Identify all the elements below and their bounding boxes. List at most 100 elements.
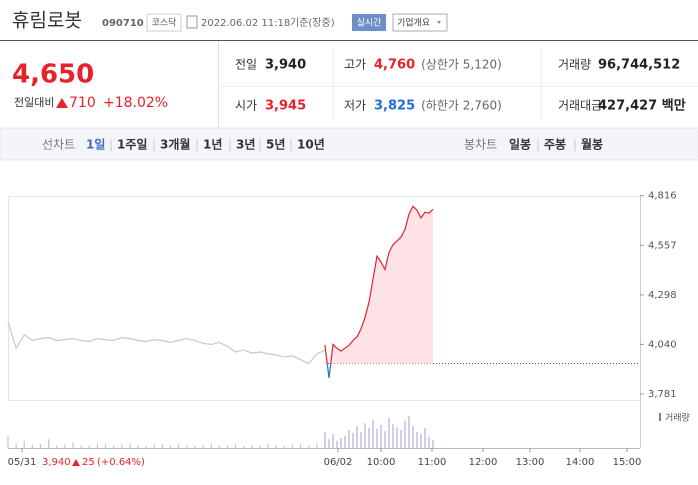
- company-info[interactable]: 기업개요: [397, 18, 430, 29]
- volume-bar: [392, 424, 394, 448]
- x-tick-label: 06/02: [324, 457, 353, 468]
- volume-bar: [31, 444, 33, 448]
- realtime[interactable]: 실시간: [357, 18, 382, 29]
- change-pct: +18.02%: [103, 95, 168, 111]
- volume-bar: [300, 444, 302, 448]
- tab[interactable]: 주봉: [544, 138, 566, 152]
- tab[interactable]: 10년: [297, 138, 325, 152]
- volume-bar: [137, 445, 139, 448]
- volume-bar: [308, 445, 310, 448]
- volume-bar: [364, 423, 366, 448]
- volume-bar: [275, 445, 277, 448]
- volume-bar: [64, 444, 66, 448]
- volume-bar: [324, 432, 326, 448]
- volume-bar: [368, 428, 370, 448]
- volume-bar: [210, 443, 212, 448]
- calendar-icon: [186, 15, 198, 29]
- tab[interactable]: 일봉: [509, 138, 531, 152]
- volume-bar: [23, 440, 25, 448]
- area: [325, 206, 433, 364]
- x-tick-label: 15:00: [613, 457, 642, 468]
- volume-bar: [72, 442, 74, 448]
- volume-bar: [129, 443, 131, 448]
- stat-note: (상한가 5,120): [421, 58, 502, 72]
- volume-bar: [259, 445, 261, 448]
- stat-label: 전일: [235, 58, 257, 72]
- datetime: 2022.06.02 11:18: [201, 18, 290, 29]
- volume-bar: [15, 443, 17, 448]
- footer-change-pct: (+0.64%): [97, 457, 145, 468]
- volume-bar: [291, 444, 294, 448]
- volume-bar: [316, 443, 318, 448]
- line: [324, 205, 434, 364]
- realtime-badge[interactable]: [352, 14, 386, 31]
- x-tick-label: 11:00: [418, 457, 447, 468]
- volume-bar: [408, 416, 410, 448]
- tab[interactable]: 5년: [266, 138, 285, 152]
- volume-bar: [283, 446, 285, 448]
- plot-frame: [8, 196, 641, 401]
- up-triangle: [56, 98, 68, 108]
- change-label: 전일대비: [14, 95, 54, 109]
- volume-bar: [96, 443, 99, 448]
- x-tick-label: 12:00: [469, 457, 498, 468]
- company-info-button[interactable]: [392, 13, 448, 32]
- volume-bar: [416, 432, 418, 448]
- tab[interactable]: 3개월: [160, 137, 190, 152]
- volume-bar: [344, 436, 346, 448]
- volume-bar: [186, 445, 188, 448]
- stat-label: 거래량: [558, 58, 591, 72]
- volume-bar: [153, 444, 155, 448]
- tab[interactable]: 월봉: [581, 137, 603, 152]
- volume-bar: [267, 444, 269, 448]
- volume-bar: [113, 445, 115, 448]
- volume-bar: [340, 438, 342, 448]
- volume-bar: [243, 446, 245, 448]
- y-tick-label: 4,040: [648, 339, 677, 350]
- volume-bar: [178, 444, 180, 448]
- stat-note: (하한가 2,760): [421, 99, 502, 113]
- stock-code: 090710: [102, 18, 144, 29]
- volume-bar: [356, 426, 358, 448]
- volume-bar: [234, 444, 237, 448]
- tab[interactable]: 3년: [236, 138, 255, 152]
- volume-bar: [104, 444, 107, 448]
- tab[interactable]: 1주일: [117, 138, 147, 152]
- volume-bar: [404, 420, 406, 448]
- tab-group-label: 봉차트: [464, 138, 497, 152]
- stat-value: 3,940: [265, 58, 306, 73]
- volume-bar: [424, 428, 426, 448]
- tab[interactable]: 1년: [203, 138, 222, 152]
- up-triangle: [72, 459, 80, 466]
- tab[interactable]: 1일: [86, 138, 105, 152]
- line: [7, 321, 326, 365]
- volume-bar: [145, 446, 147, 448]
- volume-bar: [380, 424, 382, 448]
- footer-change: 25: [82, 457, 95, 468]
- volume-bar: [226, 445, 229, 448]
- volume-bar: [352, 432, 354, 448]
- volume-bar: [420, 434, 422, 448]
- volume-bar: [400, 430, 402, 448]
- stat-value: 3,825: [374, 99, 415, 114]
- dropdown-arrow: [437, 21, 441, 24]
- stat-value: 4,760: [374, 58, 415, 73]
- volume-bar: [360, 432, 362, 448]
- volume-bar: [336, 440, 338, 448]
- volume-legend-swatch: [659, 413, 661, 421]
- volume-legend: 거래량: [665, 412, 690, 424]
- volume-bar: [251, 444, 253, 448]
- volume-bar: [56, 445, 58, 448]
- volume-bar: [169, 445, 172, 448]
- volume-bar: [88, 446, 90, 448]
- x-tick-label: 14:00: [566, 457, 595, 468]
- volume-bar: [376, 428, 378, 448]
- volume-bar: [432, 440, 434, 448]
- volume-bar: [194, 446, 196, 448]
- tab-bar: [0, 127, 698, 161]
- volume-bar: [48, 439, 50, 448]
- volume-bar: [7, 436, 9, 448]
- volume-bar: [332, 434, 334, 448]
- market-badge: [146, 13, 182, 32]
- stat-label: 시가: [235, 99, 257, 113]
